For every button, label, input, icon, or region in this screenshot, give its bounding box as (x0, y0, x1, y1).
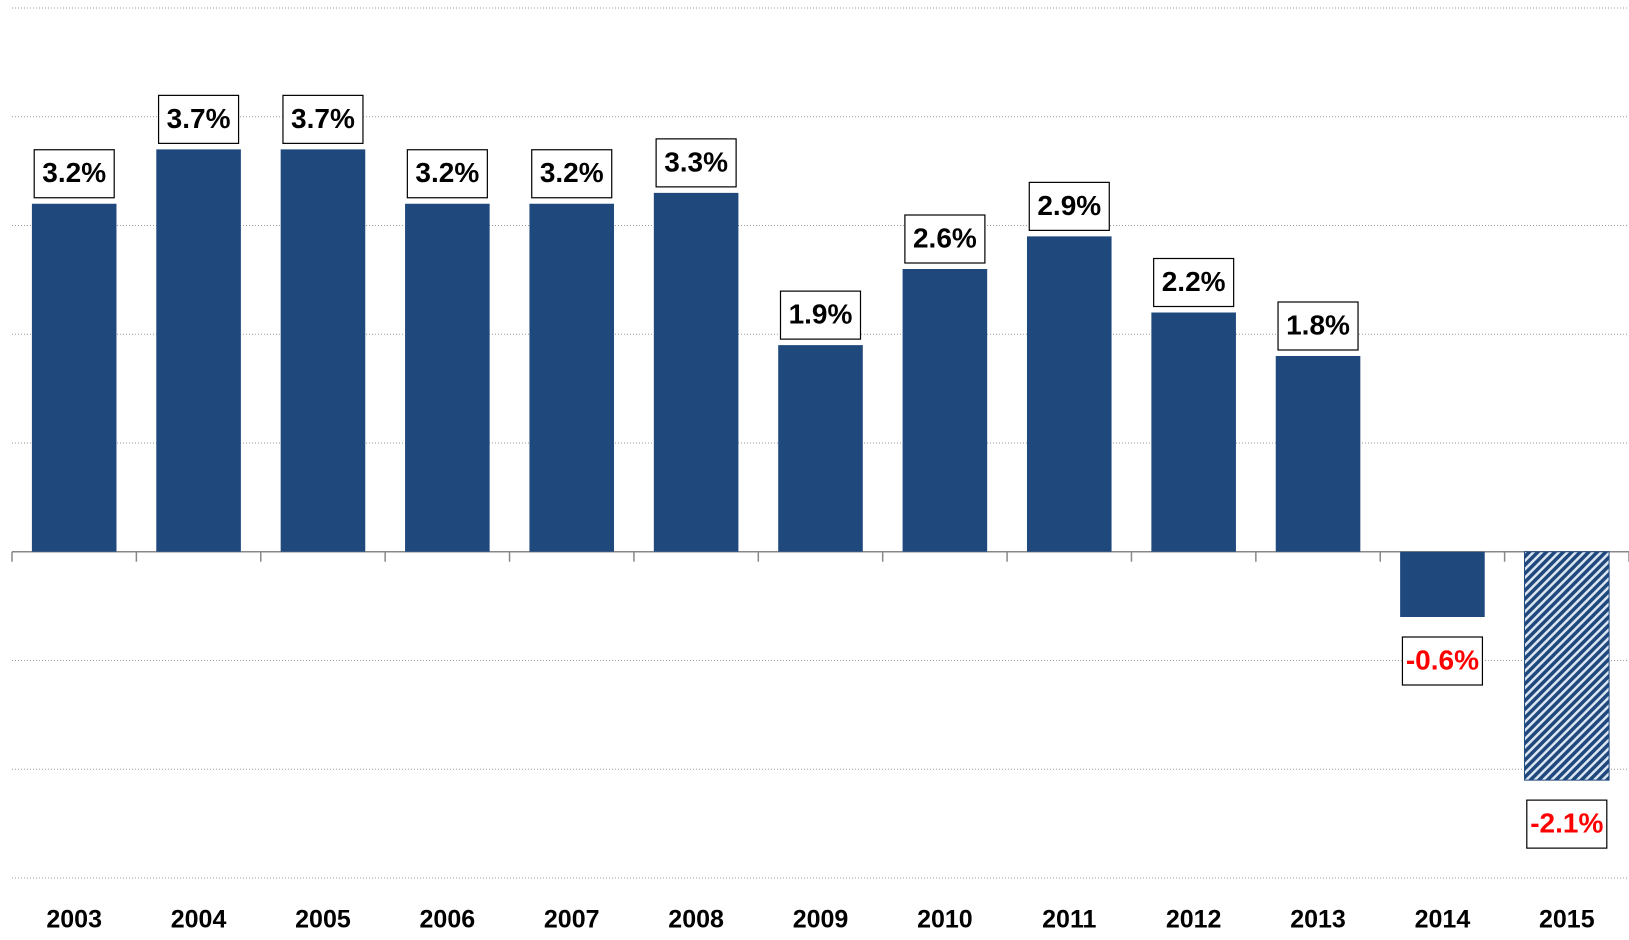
x-tick-label: 2005 (295, 906, 351, 934)
value-label: 3.7% (291, 103, 355, 134)
bar (653, 192, 739, 552)
x-tick-label: 2003 (46, 906, 102, 934)
bar (280, 149, 366, 552)
value-label-box (904, 214, 986, 264)
value-label-box (33, 149, 115, 199)
value-label-box (655, 138, 737, 188)
value-label-box (157, 94, 240, 144)
bar (1524, 551, 1610, 781)
value-label: 1.9% (789, 299, 853, 330)
value-label-box (1526, 799, 1608, 849)
bar (405, 203, 490, 552)
bar (1026, 236, 1112, 552)
bar (1151, 312, 1236, 552)
x-tick-label: 2006 (420, 906, 476, 934)
value-label-box (1277, 301, 1359, 351)
x-tick-label: 2008 (668, 906, 724, 934)
value-label-box (531, 149, 613, 199)
x-tick-label: 2013 (1290, 906, 1346, 934)
bar (31, 203, 117, 552)
x-tick-label: 2014 (1415, 906, 1471, 934)
value-label: -2.1% (1530, 808, 1603, 839)
value-label-box (779, 290, 862, 340)
value-label: 3.3% (664, 146, 728, 177)
bar (529, 203, 615, 552)
value-label: 3.2% (42, 157, 106, 188)
value-label: 2.9% (1037, 190, 1101, 221)
x-tick-label: 2010 (917, 906, 973, 934)
bar (1400, 551, 1485, 617)
value-label: 3.2% (540, 157, 604, 188)
x-tick-label: 2011 (1042, 906, 1096, 934)
value-label: 1.8% (1286, 309, 1350, 340)
value-label-box (406, 149, 488, 199)
value-label: 2.6% (913, 222, 977, 253)
value-label: 3.7% (167, 103, 231, 134)
value-label-box (282, 94, 364, 144)
x-tick-label: 2007 (544, 906, 600, 934)
bar (1275, 356, 1361, 552)
value-label: 2.2% (1162, 266, 1226, 297)
bar (778, 345, 863, 552)
value-label: -0.6% (1406, 644, 1479, 675)
value-label-box (1028, 181, 1110, 231)
value-label-box (1401, 636, 1484, 686)
bar (902, 269, 988, 552)
x-tick-label: 2009 (793, 906, 849, 934)
x-tick-label: 2012 (1166, 906, 1222, 934)
x-tick-label: 2015 (1539, 906, 1595, 934)
bar (156, 149, 241, 552)
value-label-box (1153, 257, 1235, 308)
value-label: 3.2% (415, 157, 479, 188)
x-tick-label: 2004 (171, 906, 227, 934)
